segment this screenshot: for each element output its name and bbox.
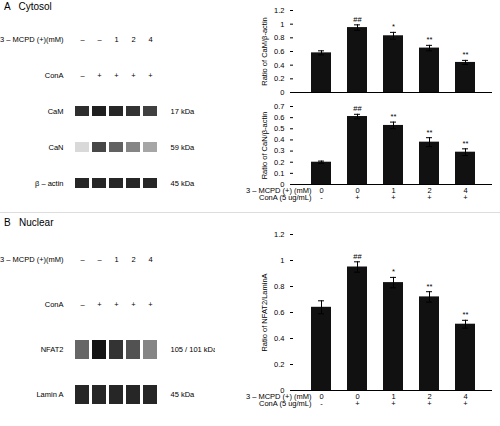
svg-text:105 / 101 kDa: 105 / 101 kDa (171, 345, 216, 354)
svg-text:+: + (114, 300, 119, 309)
svg-text:–: – (80, 35, 85, 44)
svg-text:59 kDa: 59 kDa (171, 143, 196, 152)
svg-text:–: – (97, 255, 102, 264)
svg-text:0.6: 0.6 (274, 308, 284, 317)
svg-text:0+: 0+ (355, 186, 360, 203)
svg-text:1+: 1+ (391, 186, 396, 203)
svg-text:0: 0 (280, 88, 284, 97)
svg-text:0.4: 0.4 (274, 334, 284, 343)
svg-text:+: + (97, 71, 102, 80)
svg-text:CaN: CaN (48, 143, 63, 152)
svg-text:4: 4 (148, 255, 152, 264)
svg-text:##: ## (353, 15, 362, 24)
svg-text:–: – (80, 300, 85, 309)
svg-text:0.3: 0.3 (274, 146, 284, 155)
svg-text:3 – MCPD (+)(mM): 3 – MCPD (+)(mM) (0, 255, 64, 264)
svg-text:ConA: ConA (45, 71, 64, 80)
svg-text:2: 2 (131, 255, 135, 264)
svg-text:+: + (131, 300, 136, 309)
svg-text:##: ## (353, 252, 362, 261)
svg-text:Ratio of CaM/β-actin: Ratio of CaM/β-actin (260, 17, 269, 86)
svg-text:**: ** (427, 128, 433, 137)
svg-text:17 kDa: 17 kDa (171, 107, 196, 116)
svg-text:ConA: ConA (45, 300, 64, 309)
svg-text:4+: 4+ (463, 392, 468, 409)
svg-text:1: 1 (280, 20, 284, 29)
svg-text:1.2: 1.2 (274, 6, 284, 15)
svg-text:0.6: 0.6 (274, 113, 284, 122)
html-text:A Cytosol: A Cytosol (4, 1, 52, 12)
svg-text:*: * (392, 267, 395, 276)
svg-text:+: + (131, 71, 136, 80)
svg-text:0.2: 0.2 (274, 158, 284, 167)
svg-text:0: 0 (280, 179, 285, 189)
svg-text:45 kDa: 45 kDa (171, 390, 196, 399)
svg-text:0: 0 (280, 385, 285, 395)
svg-text:**: ** (391, 112, 397, 121)
svg-text:1: 1 (114, 255, 118, 264)
svg-text:0.4: 0.4 (274, 135, 284, 144)
svg-text:0-: 0- (319, 392, 323, 409)
svg-text:+: + (148, 300, 153, 309)
svg-text:4: 4 (148, 35, 152, 44)
svg-text:0.6: 0.6 (274, 47, 284, 56)
svg-text:0.8: 0.8 (274, 33, 284, 42)
svg-text:0-: 0- (319, 186, 323, 203)
svg-text:1.2: 1.2 (274, 230, 284, 239)
svg-text:0.2: 0.2 (274, 360, 284, 369)
svg-text:Ratio of CaN/β-actin: Ratio of CaN/β-actin (260, 112, 269, 180)
svg-text:+: + (97, 300, 102, 309)
svg-text:**: ** (463, 50, 469, 59)
svg-text:3 – MCPD (+)(mM): 3 – MCPD (+)(mM) (0, 35, 64, 44)
svg-text:0.1: 0.1 (274, 169, 284, 178)
svg-text:**: ** (427, 35, 433, 44)
svg-text:1: 1 (280, 256, 284, 265)
svg-text:–: – (80, 71, 85, 80)
svg-text:–: – (80, 255, 85, 264)
svg-text:Lamin A: Lamin A (36, 390, 63, 399)
svg-text:2+: 2+ (427, 186, 432, 203)
svg-text:1+: 1+ (391, 392, 396, 409)
svg-text:0.5: 0.5 (274, 124, 284, 133)
svg-text:0.2: 0.2 (274, 74, 284, 83)
svg-text:–: – (97, 35, 102, 44)
svg-text:NFAT2: NFAT2 (41, 345, 64, 354)
svg-text:2: 2 (131, 35, 135, 44)
svg-text:3 – MCPD (+) (mM)ConA (5 ug/mL: 3 – MCPD (+) (mM)ConA (5 ug/mL) (246, 186, 312, 203)
svg-text:0.4: 0.4 (274, 61, 284, 70)
svg-text:**: ** (463, 139, 469, 148)
svg-text:**: ** (427, 282, 433, 291)
svg-text:+: + (148, 71, 153, 80)
svg-text:CaM: CaM (48, 107, 64, 116)
svg-text:*: * (392, 22, 395, 31)
svg-text:Ratio of NFAT2/LaminA: Ratio of NFAT2/LaminA (260, 273, 269, 351)
svg-text:0.8: 0.8 (274, 282, 284, 291)
svg-text:45 kDa: 45 kDa (171, 179, 196, 188)
svg-text:3 – MCPD (+) (mM)ConA (5 ug/mL: 3 – MCPD (+) (mM)ConA (5 ug/mL) (246, 392, 312, 409)
svg-text:1: 1 (114, 35, 118, 44)
svg-text:##: ## (353, 104, 362, 113)
svg-text:2+: 2+ (427, 392, 432, 409)
svg-text:β – actin: β – actin (35, 179, 64, 188)
svg-text:0.7: 0.7 (274, 102, 284, 111)
svg-text:**: ** (463, 310, 469, 319)
svg-text:+: + (114, 71, 119, 80)
svg-text:4+: 4+ (463, 186, 468, 203)
html-text:B Nuclear: B Nuclear (4, 217, 54, 228)
svg-text:0+: 0+ (355, 392, 360, 409)
